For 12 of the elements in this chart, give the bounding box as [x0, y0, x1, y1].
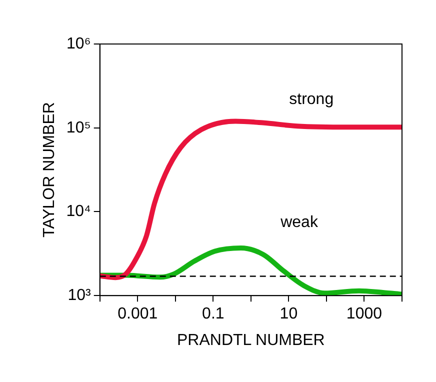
- x-tick-label: 1000: [346, 306, 382, 323]
- y-tick-label: 10⁶: [66, 35, 91, 52]
- series-label: weak: [280, 214, 319, 231]
- y-tick-label: 10⁴: [66, 203, 91, 220]
- x-tick-label: 10: [280, 306, 298, 323]
- x-tick-label: 0.1: [202, 306, 224, 323]
- series-label: strong: [289, 91, 334, 108]
- y-axis-title: TAYLOR NUMBER: [41, 102, 58, 238]
- x-tick-label: 0.001: [118, 306, 158, 323]
- y-tick-label: 10⁵: [66, 119, 91, 136]
- y-tick-label: 10³: [68, 287, 92, 304]
- x-axis-title: PRANDTL NUMBER: [177, 332, 325, 349]
